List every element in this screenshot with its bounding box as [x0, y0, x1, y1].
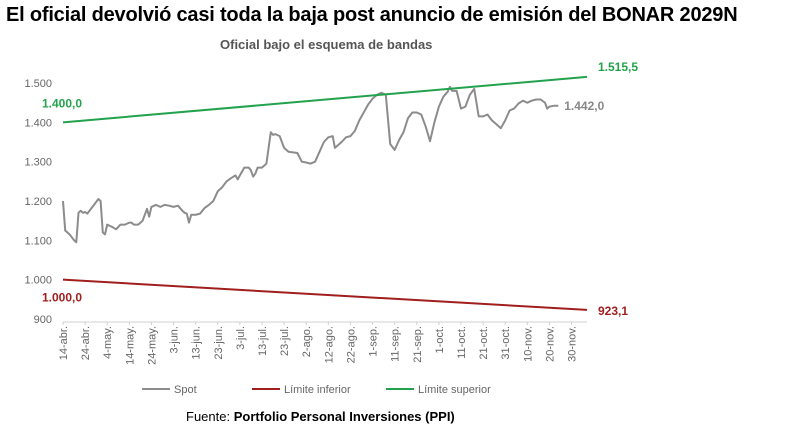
lower-band-end-label: 923,1 [598, 304, 628, 318]
y-tick-label: 1.000 [24, 275, 52, 287]
chart-headline: El oficial devolvió casi toda la baja po… [6, 4, 738, 26]
series-line-lower-band [62, 278, 588, 311]
x-tick-label: 11-sep. [390, 326, 402, 362]
x-tick-label: 12-ago. [323, 326, 335, 363]
x-tick-label: 31-oct. [500, 326, 512, 360]
lower-band-start-label: 1.000,0 [42, 291, 82, 305]
y-tick-label: 1.500 [24, 78, 52, 90]
y-axis-ticks: 1.500 1.400 1.300 1.200 1.100 1.000 900 [24, 78, 52, 326]
upper-band-end-label: 1.515,5 [598, 60, 638, 74]
x-tick-label: 21-sep. [412, 326, 424, 363]
x-tick-label: 13-jul. [257, 326, 269, 356]
source-name: Portfolio Personal Inversiones (PPI) [233, 409, 455, 424]
upper-band-start-label: 1.400,0 [42, 96, 82, 110]
x-tick-label: 14-may. [124, 326, 136, 365]
source-prefix: Fuente: [186, 409, 234, 424]
source-note: Fuente: Portfolio Personal Inversiones (… [186, 409, 455, 424]
x-tick-label: 2-ago. [301, 326, 313, 357]
x-tick-label: 1-oct. [434, 326, 446, 354]
x-axis-ticks: 14-abr. 24-abr. 4-may. 14-may. 24-may. 3-jun.… [58, 322, 579, 365]
x-tick-label: 24-may. [146, 326, 158, 365]
legend: Spot Límite inferior Límite superior [142, 384, 491, 396]
x-tick-label: 3-jun. [169, 326, 181, 354]
x-tick-label: 23-jul. [279, 326, 291, 356]
x-tick-label: 14-abr. [58, 326, 70, 360]
x-tick-label: 23-jun. [213, 326, 225, 360]
legend-label: Spot [174, 384, 197, 396]
x-tick-label: 1-sep. [368, 326, 380, 357]
x-tick-label: 20-nov. [544, 326, 556, 362]
y-tick-label: 1.400 [24, 117, 52, 129]
x-tick-label: 11-oct. [456, 326, 468, 359]
x-tick-label: 24-abr. [80, 326, 92, 360]
y-tick-label: 1.300 [24, 157, 52, 169]
x-tick-label: 30-nov. [567, 326, 579, 362]
legend-label: Límite inferior [284, 384, 351, 396]
x-tick-label: 21-oct. [478, 326, 490, 360]
legend-label: Límite superior [418, 384, 491, 396]
y-tick-label: 1.200 [24, 196, 52, 208]
x-tick-label: 22-ago. [345, 326, 357, 363]
y-tick-label: 900 [34, 314, 52, 326]
series-layer [62, 75, 588, 311]
chart-subtitle: Oficial bajo el esquema de bandas [220, 37, 433, 52]
x-tick-label: 10-nov. [522, 326, 534, 362]
x-tick-label: 4-may. [102, 326, 114, 359]
x-tick-label: 3-jul. [235, 326, 247, 350]
x-tick-label: 13-jun. [191, 326, 203, 360]
y-tick-label: 1.100 [24, 235, 52, 247]
series-line-upper-band [62, 75, 588, 124]
annotations: 1.442,0 1.000,0 923,1 1.400,0 1.515,5 [42, 60, 638, 318]
series-line-spot [62, 85, 559, 244]
spot-end-label: 1.442,0 [564, 99, 604, 113]
